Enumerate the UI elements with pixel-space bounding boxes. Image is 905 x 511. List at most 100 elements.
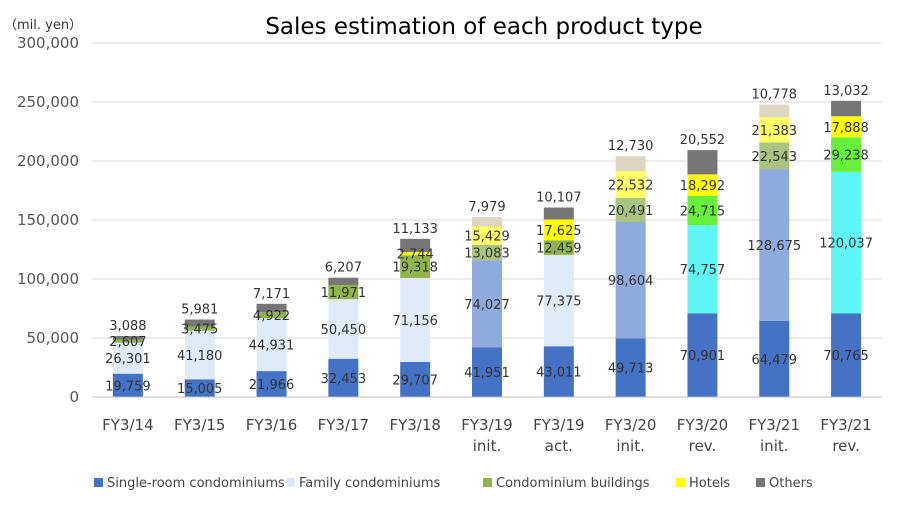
data-label: 17,888 <box>823 121 869 136</box>
x-tick-label: FY3/19 <box>533 416 584 434</box>
data-label: 17,625 <box>536 224 582 239</box>
bar-segment <box>400 251 431 256</box>
bar-segment <box>615 338 646 397</box>
bar-segment <box>687 195 718 226</box>
legend-swatch <box>483 478 492 487</box>
data-label: 21,966 <box>249 378 295 393</box>
data-label: 50,450 <box>321 323 367 338</box>
data-label: 70,901 <box>680 349 726 364</box>
bar-segment <box>256 312 287 319</box>
bar-segment <box>759 142 790 170</box>
x-axis: FY3/14 FY3/15 FY3/16 FY3/17 FY3/18 FY3/19 init… <box>92 396 882 455</box>
bar-segment <box>400 238 431 252</box>
legend-label: Condominium buildings <box>496 476 650 491</box>
data-label: 43,011 <box>536 366 582 381</box>
data-label: 3,475 <box>181 323 218 338</box>
bar-segment <box>472 260 502 348</box>
bar-segment <box>543 207 574 220</box>
x-tick-label: init. <box>473 437 502 455</box>
x-tick-label: FY3/19 <box>461 416 512 434</box>
bar-segment <box>256 318 287 372</box>
data-label: 11,133 <box>392 222 438 237</box>
data-label: 41,180 <box>177 349 223 364</box>
x-tick-label: init. <box>760 437 789 455</box>
bar-segment <box>184 319 215 327</box>
x-tick-label: FY3/14 <box>102 416 153 434</box>
data-label: 41,951 <box>464 366 510 381</box>
bar-segment <box>759 169 790 321</box>
x-tick-label: FY3/21 <box>749 416 800 434</box>
data-label: 2,744 <box>397 248 434 263</box>
data-label: 2,607 <box>109 335 146 350</box>
bar-segment <box>615 171 646 198</box>
x-tick-label: FY3/18 <box>389 416 440 434</box>
data-label: 15,429 <box>464 230 510 245</box>
bar-segment <box>472 226 502 245</box>
data-label: 11,971 <box>321 286 367 301</box>
data-label: 77,375 <box>536 295 582 310</box>
bar-segment <box>184 326 215 331</box>
x-tick-label: FY3/20 <box>677 416 728 434</box>
data-label: 3,088 <box>109 319 146 334</box>
y-tick-label: 150,000 <box>17 211 79 229</box>
data-label: 19,759 <box>105 379 151 394</box>
bar-segment <box>759 320 790 397</box>
bar-segment <box>831 116 862 138</box>
bar-segment <box>543 240 574 255</box>
y-tick-label: 50,000 <box>27 329 80 347</box>
bar-segment <box>112 339 143 343</box>
data-label: 13,032 <box>823 84 869 99</box>
bar-segment <box>112 335 143 340</box>
legend: Single-room condominiums Family condomini… <box>94 476 813 491</box>
legend-swatch <box>756 478 765 487</box>
x-tick-label: act. <box>545 437 573 455</box>
bar-segment <box>831 171 862 314</box>
x-tick-label: init. <box>616 437 645 455</box>
bar-segment <box>184 379 215 397</box>
bar-segment <box>328 358 359 397</box>
bar-segment <box>328 277 359 286</box>
bar-segment <box>112 342 143 374</box>
data-label: 13,083 <box>464 246 510 261</box>
bar-segment <box>687 150 718 175</box>
y-tick-label: 300,000 <box>17 34 79 52</box>
bar-segment <box>328 299 359 359</box>
x-tick-label: rev. <box>832 437 860 455</box>
bar-segment <box>543 219 574 241</box>
bar-segment <box>687 313 718 397</box>
data-label: 49,713 <box>608 362 654 377</box>
data-label: 74,757 <box>680 263 726 278</box>
data-label: 29,707 <box>392 373 438 388</box>
bar-segment <box>831 100 862 117</box>
bar-segment <box>256 371 287 397</box>
bar-segment <box>543 346 574 397</box>
bar-segment <box>328 285 359 300</box>
data-label: 21,383 <box>752 124 798 139</box>
legend-label: Family condominiums <box>299 476 441 491</box>
bar-segment <box>472 244 502 261</box>
data-label: 7,979 <box>468 200 505 215</box>
data-label: 24,715 <box>680 205 726 220</box>
data-label: 98,604 <box>608 274 654 289</box>
data-label: 32,453 <box>321 372 367 387</box>
data-label: 10,107 <box>536 191 582 206</box>
data-label: 19,318 <box>392 261 438 276</box>
data-label: 7,171 <box>253 287 290 302</box>
data-label: 22,543 <box>752 150 798 165</box>
x-tick-label: rev. <box>689 437 717 455</box>
x-tick-label: FY3/17 <box>318 416 369 434</box>
bar-segment <box>400 277 431 362</box>
legend-label: Single-room condominiums <box>107 476 285 491</box>
legend-swatch <box>286 478 295 487</box>
data-label: 20,552 <box>680 133 726 148</box>
bar-segment <box>831 313 862 397</box>
bar-segment <box>184 330 215 380</box>
y-axis-unit-label: （mil. yen） <box>4 18 82 33</box>
bar-segment <box>759 117 790 143</box>
bar-segment <box>687 225 718 314</box>
bar-segment <box>400 361 431 397</box>
data-label: 15,005 <box>177 382 223 397</box>
bar-segment <box>615 197 646 222</box>
